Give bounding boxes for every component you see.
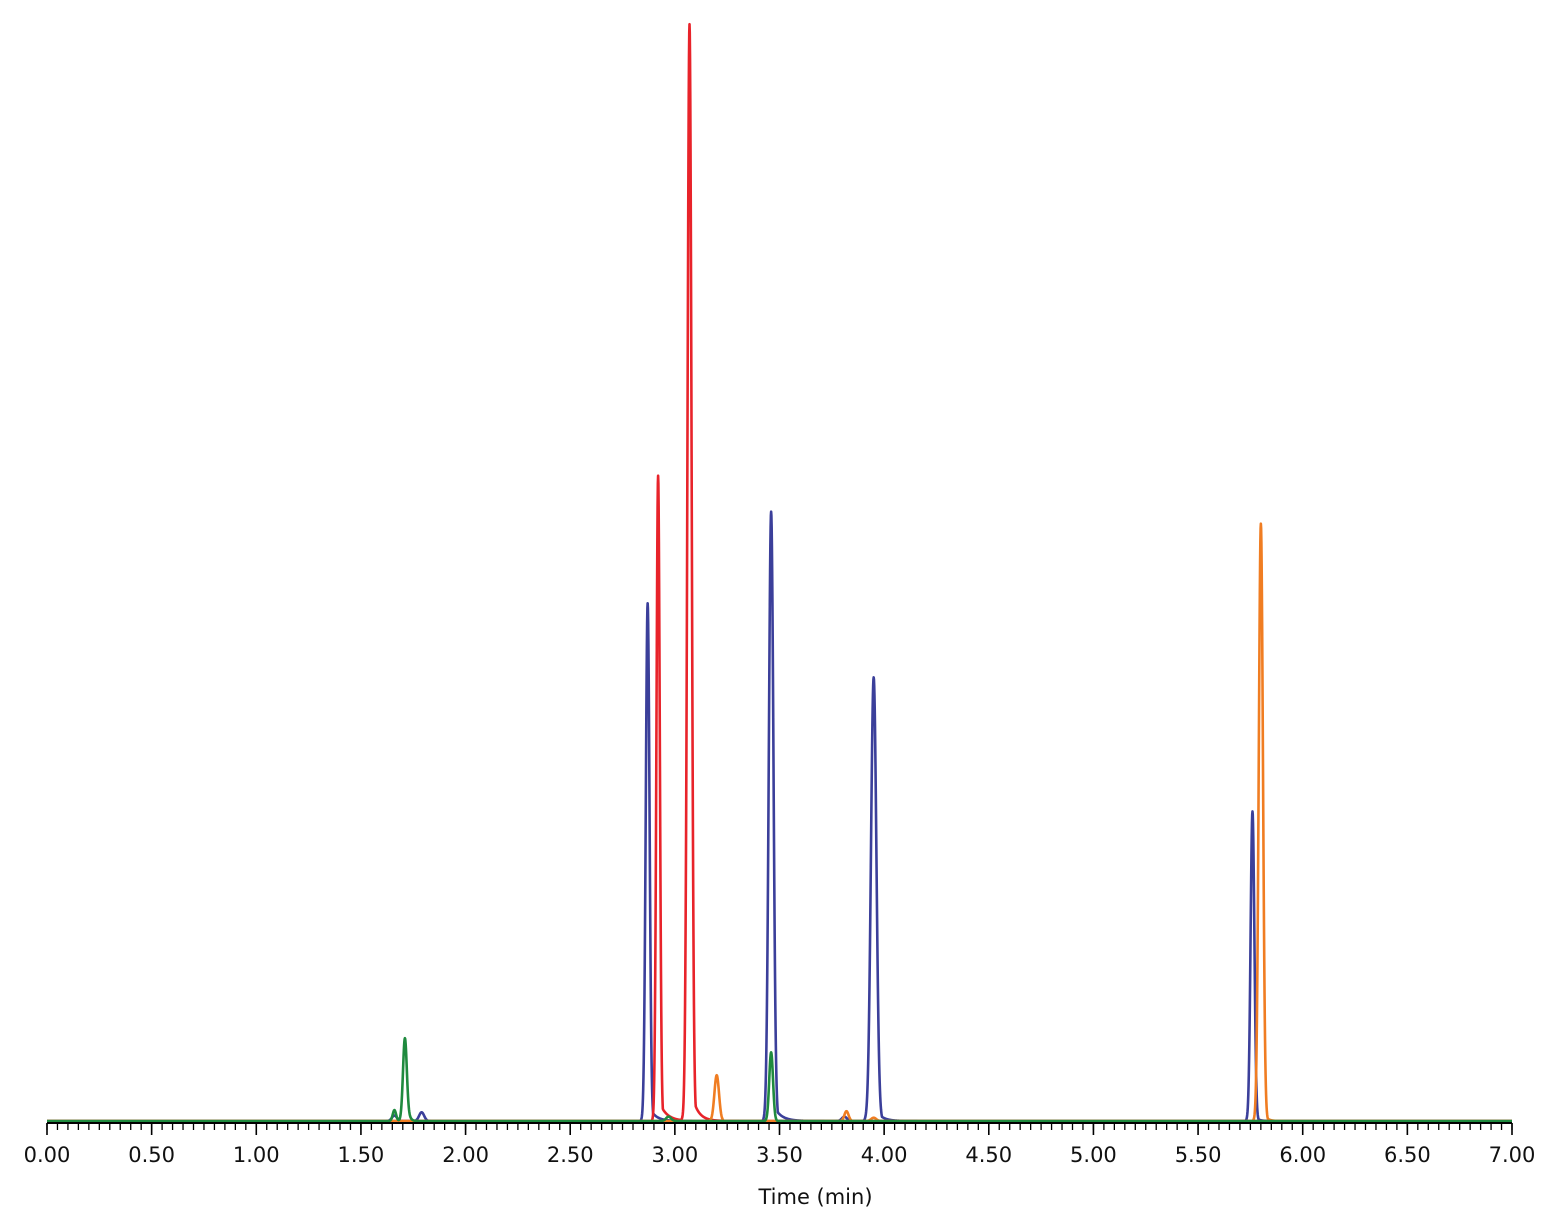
trace-line-1 bbox=[45, 510, 1514, 1123]
x-tick-label: 0.50 bbox=[128, 1143, 175, 1167]
x-tick-labels: 0.00 0.50 1.00 1.50 2.00 2.50 3.00 3.50 4.00 4.50… bbox=[24, 1143, 1536, 1167]
x-tick-label: 2.50 bbox=[547, 1143, 594, 1167]
x-tick-label: 4.00 bbox=[861, 1143, 908, 1167]
x-tick-label: 1.50 bbox=[338, 1143, 385, 1167]
trace-line-4 bbox=[45, 1036, 1514, 1123]
x-tick-label: 5.50 bbox=[1175, 1143, 1222, 1167]
x-tick-label: 6.00 bbox=[1279, 1143, 1326, 1167]
x-tick-label: 4.50 bbox=[965, 1143, 1012, 1167]
x-tick-label: 1.00 bbox=[233, 1143, 280, 1167]
trace-line-2 bbox=[45, 22, 1514, 1123]
x-tick-label: 7.00 bbox=[1489, 1143, 1536, 1167]
x-tick-label: 5.00 bbox=[1070, 1143, 1117, 1167]
x-tick-label: 6.50 bbox=[1384, 1143, 1431, 1167]
x-tick-label: 3.50 bbox=[756, 1143, 803, 1167]
x-tick-label: 0.00 bbox=[24, 1143, 71, 1167]
traces-group bbox=[45, 22, 1514, 1123]
x-tick-label: 2.00 bbox=[442, 1143, 489, 1167]
major-ticks bbox=[46, 1123, 1513, 1135]
trace-line-3 bbox=[45, 522, 1514, 1123]
x-axis-title: Time (min) bbox=[757, 1185, 872, 1209]
minor-ticks bbox=[46, 1123, 1513, 1130]
x-tick-label: 3.00 bbox=[651, 1143, 698, 1167]
